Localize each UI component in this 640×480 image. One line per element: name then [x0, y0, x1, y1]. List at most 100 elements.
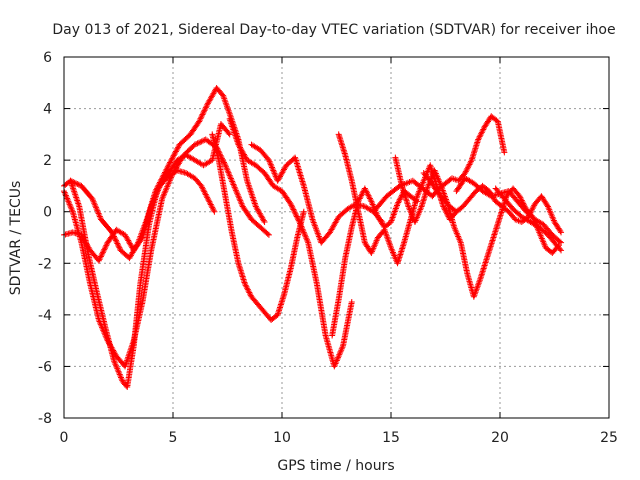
- y-tick-label: -6: [38, 359, 52, 375]
- data-point: [422, 179, 425, 182]
- data-point: [204, 138, 207, 141]
- data-point: [507, 190, 510, 192]
- data-point: [403, 241, 405, 244]
- data-point: [126, 386, 129, 388]
- data-point: [122, 381, 124, 383]
- data-point: [333, 365, 336, 368]
- data-point: [507, 210, 510, 213]
- data-point: [521, 221, 523, 223]
- data-point: [228, 112, 231, 115]
- data-point: [416, 195, 418, 198]
- data-point: [257, 303, 259, 306]
- data-point: [189, 133, 192, 136]
- data-point: [331, 334, 333, 337]
- data-point: [289, 203, 292, 205]
- data-point: [396, 262, 399, 265]
- data-point: [486, 257, 488, 259]
- data-point: [462, 205, 464, 208]
- data-point: [481, 190, 484, 192]
- data-point: [542, 223, 545, 226]
- data-point: [512, 208, 514, 210]
- data-point: [494, 200, 497, 203]
- data-point: [370, 200, 373, 203]
- data-point: [547, 205, 549, 208]
- data-point: [217, 159, 220, 161]
- data-point: [176, 169, 179, 172]
- data-point: [270, 319, 272, 321]
- series-track-14: [492, 185, 565, 254]
- data-point: [396, 203, 399, 205]
- data-point: [538, 226, 541, 228]
- data-point: [427, 185, 429, 187]
- x-tick-label: 0: [60, 430, 69, 446]
- data-point: [534, 218, 536, 221]
- data-point: [194, 159, 196, 161]
- x-tick-label: 15: [382, 430, 400, 446]
- data-point: [412, 179, 414, 182]
- data-point: [139, 283, 142, 285]
- data-point: [470, 159, 473, 161]
- data-point: [538, 231, 541, 234]
- data-point: [444, 182, 447, 185]
- series-track-10: [370, 113, 508, 215]
- data-point: [128, 257, 131, 259]
- data-point: [551, 234, 554, 236]
- data-point: [237, 262, 240, 265]
- data-point: [405, 182, 408, 185]
- y-tick-label: -4: [38, 308, 52, 324]
- data-point: [440, 185, 442, 187]
- data-point: [119, 249, 122, 252]
- data-point: [401, 185, 403, 187]
- data-point: [464, 177, 466, 179]
- data-point: [409, 195, 412, 198]
- data-point: [488, 190, 490, 192]
- data-point: [298, 221, 301, 223]
- data-point: [459, 241, 462, 244]
- data-point: [220, 123, 222, 125]
- data-point: [483, 125, 486, 128]
- chart-title: Day 013 of 2021, Sidereal Day-to-day VTE…: [52, 22, 615, 38]
- data-point: [228, 133, 231, 136]
- data-point: [503, 198, 506, 200]
- data-point: [178, 143, 181, 146]
- data-point: [80, 241, 83, 244]
- data-point: [104, 326, 107, 329]
- data-point: [499, 216, 501, 218]
- series-markers: [61, 84, 268, 262]
- data-point: [213, 210, 216, 213]
- data-point: [316, 283, 318, 285]
- data-point: [231, 231, 233, 234]
- data-point: [521, 216, 523, 218]
- data-point: [281, 190, 283, 192]
- data-point: [167, 164, 170, 167]
- data-point: [420, 205, 423, 208]
- data-point: [379, 203, 381, 205]
- data-point: [560, 241, 562, 244]
- data-point: [364, 187, 366, 190]
- y-axis-label: SDTVAR / TECUs: [8, 181, 24, 296]
- data-point: [392, 190, 394, 192]
- data-point: [141, 301, 144, 303]
- data-point: [364, 205, 366, 208]
- data-point: [560, 249, 562, 252]
- data-point: [372, 210, 375, 213]
- data-point: [385, 195, 388, 198]
- data-point: [244, 283, 246, 285]
- data-point: [442, 205, 445, 208]
- data-point: [283, 293, 285, 296]
- data-point: [337, 216, 340, 218]
- data-point: [329, 231, 331, 234]
- data-point: [124, 234, 126, 236]
- data-point: [132, 345, 135, 347]
- data-point: [544, 247, 547, 249]
- data-point: [475, 190, 477, 192]
- data-point: [529, 221, 532, 223]
- data-point: [449, 205, 451, 208]
- data-point: [350, 301, 353, 303]
- data-series: [61, 84, 565, 391]
- data-point: [377, 216, 379, 218]
- y-tick-label: 6: [43, 50, 52, 66]
- data-point: [383, 228, 386, 231]
- data-point: [250, 218, 253, 221]
- data-point: [512, 187, 514, 190]
